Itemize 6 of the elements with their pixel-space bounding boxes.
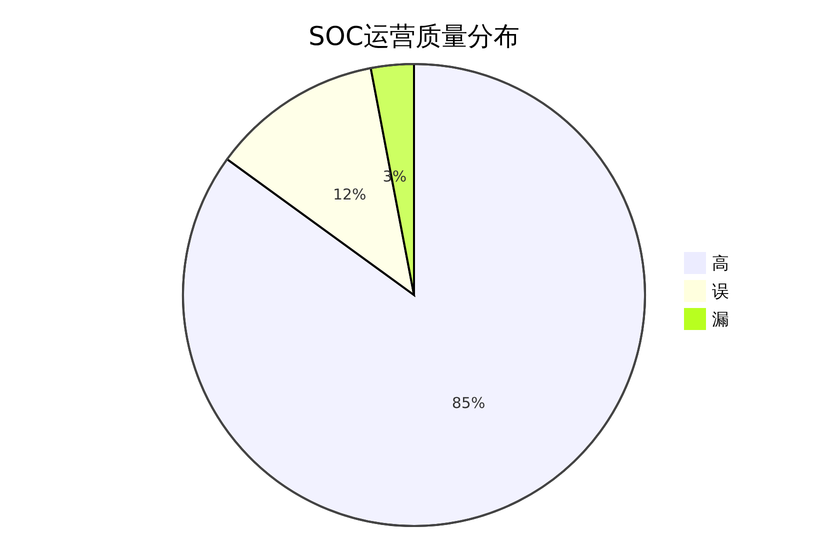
legend-label: 误 [712, 282, 729, 302]
legend-label: 漏 [712, 310, 729, 330]
data-label: 12% [332, 186, 366, 204]
chart-title: SOC运营质量分布 [308, 22, 520, 52]
data-label: 85% [452, 394, 486, 412]
legend-label: 高 [712, 254, 729, 274]
